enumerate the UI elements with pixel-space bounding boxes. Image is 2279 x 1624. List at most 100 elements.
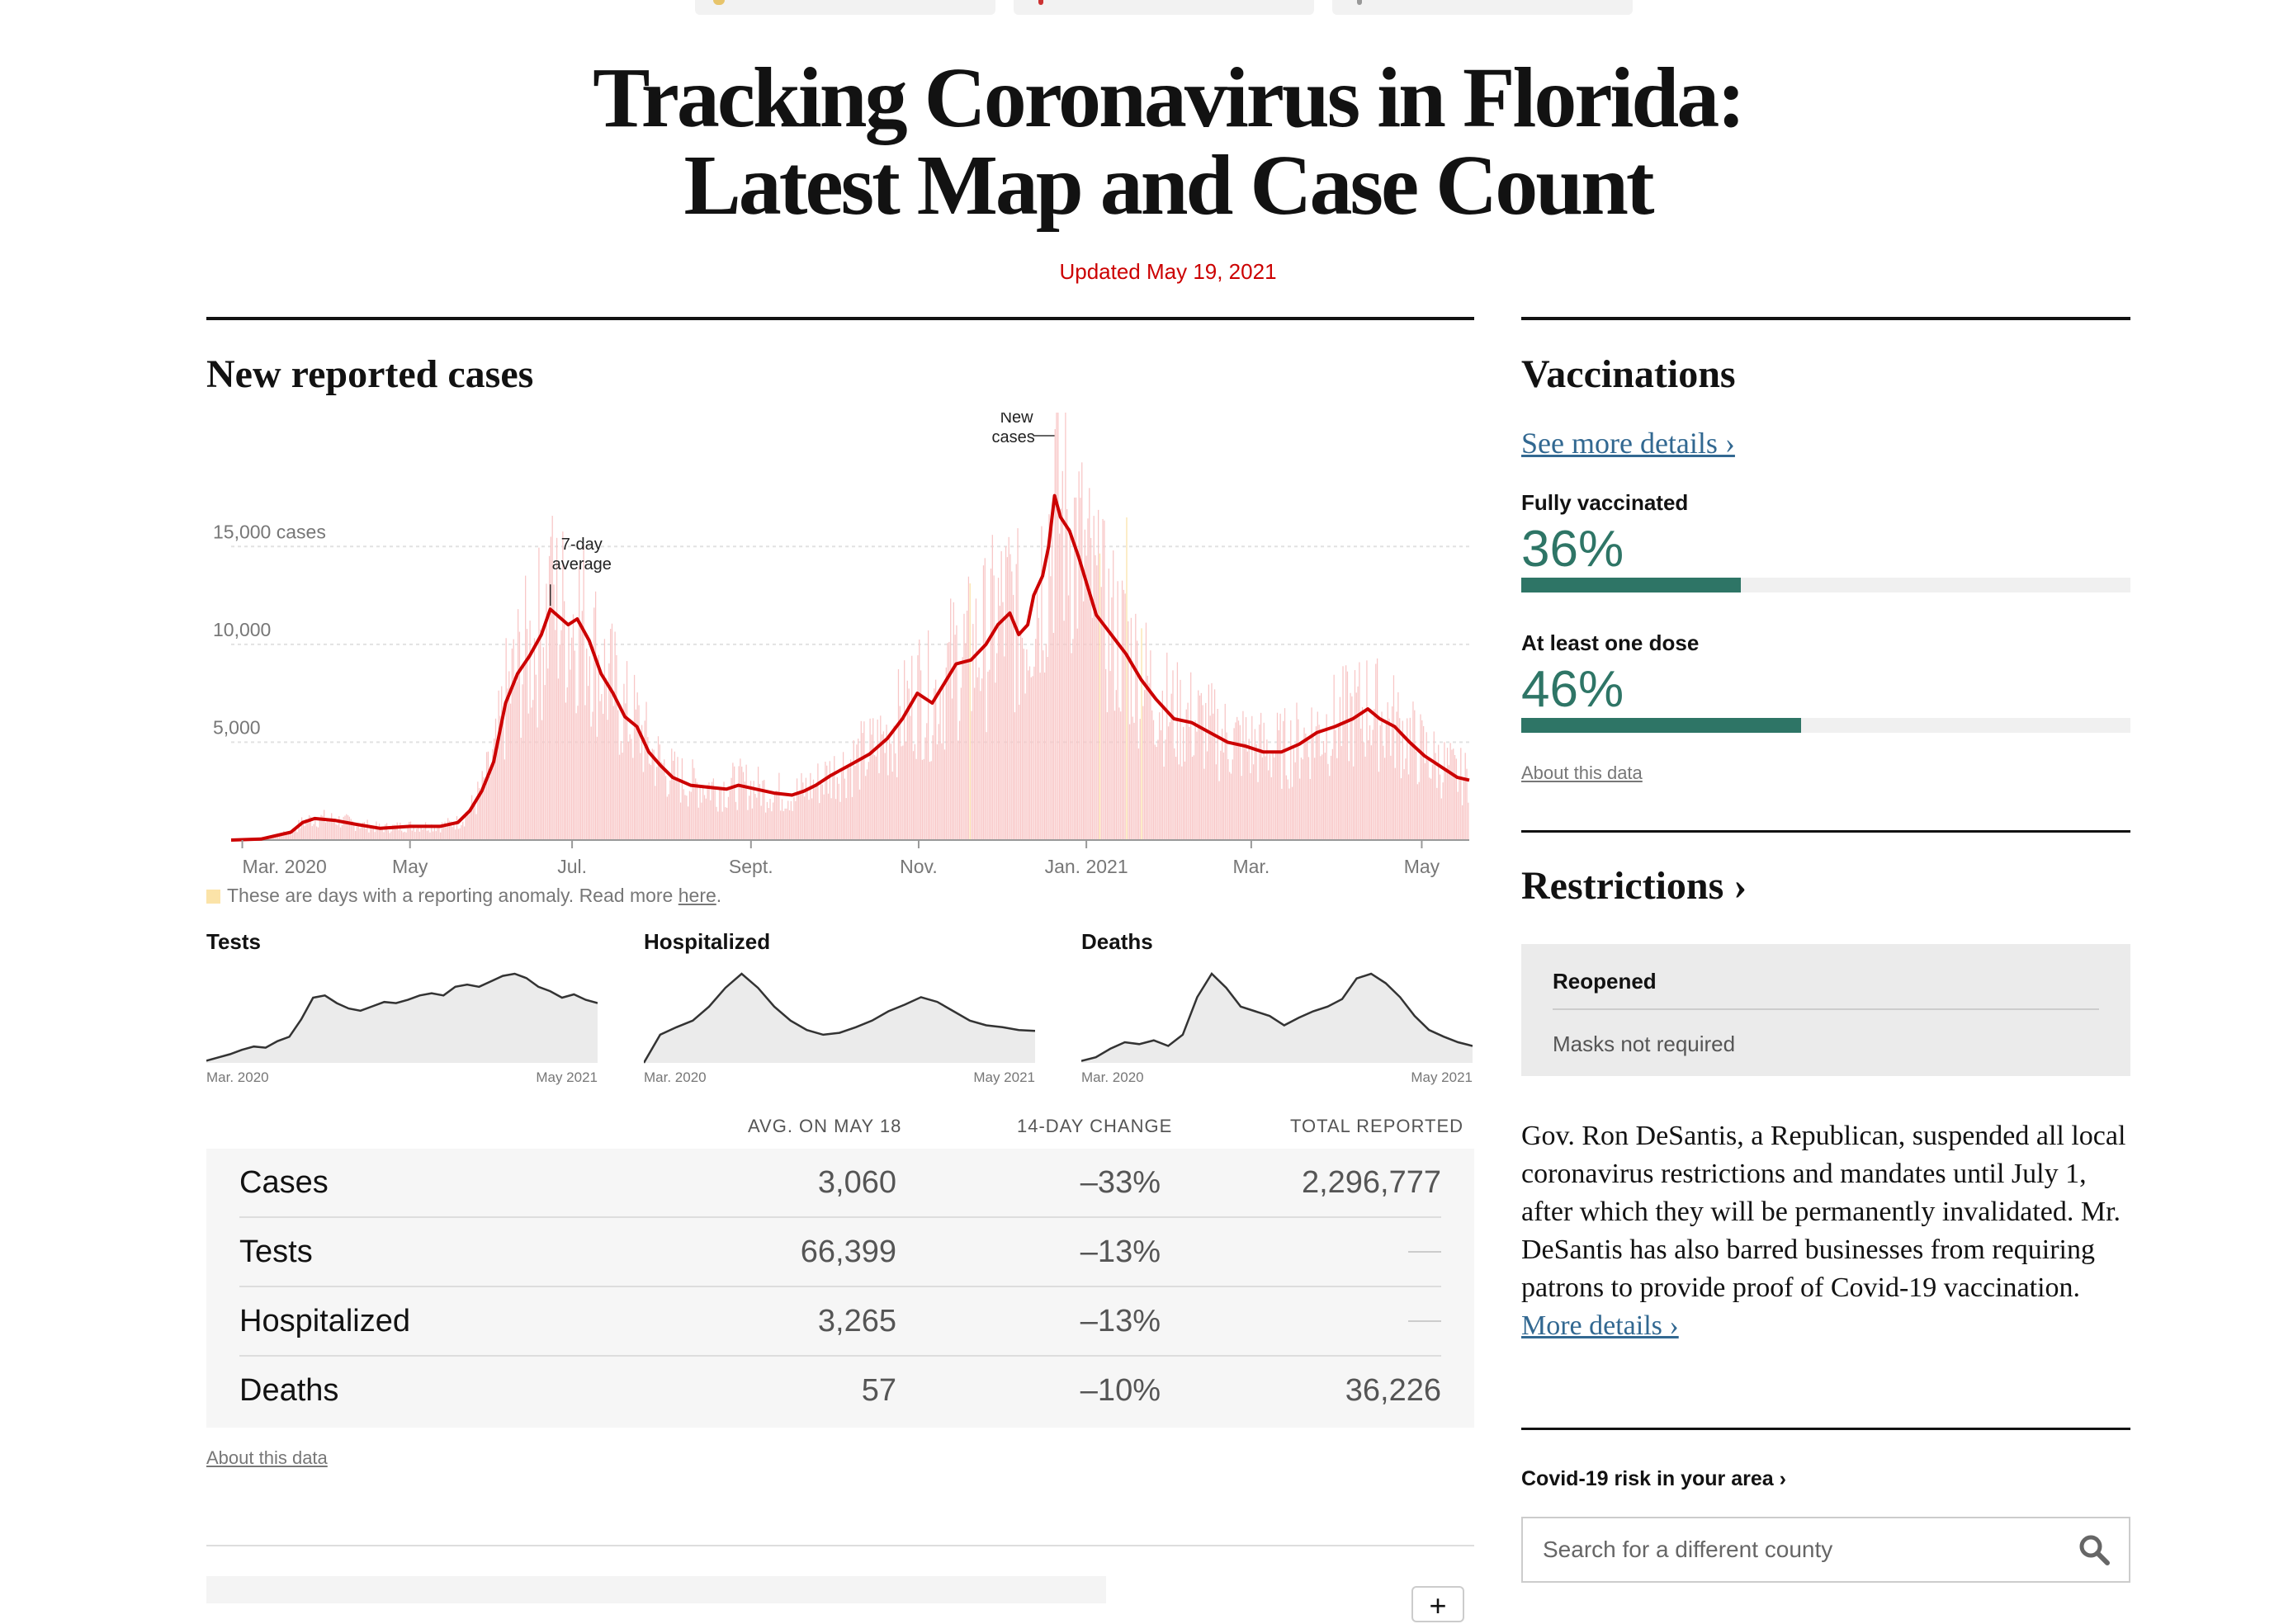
daily-case-bar [1107, 712, 1108, 840]
daily-case-bar [568, 622, 569, 840]
annotation-new-label: New [1000, 413, 1034, 427]
daily-case-bar [835, 799, 836, 840]
daily-case-bar [680, 803, 681, 840]
nav-pill[interactable] [1332, 0, 1633, 15]
table-row: Deaths 57 –10% 36,226 [239, 1357, 1441, 1424]
daily-case-bar [737, 810, 738, 840]
daily-case-bar [811, 798, 812, 840]
county-search[interactable] [1521, 1517, 2130, 1583]
daily-case-bar [428, 830, 429, 840]
daily-case-bar [1303, 728, 1304, 840]
masks-status: Masks not required [1553, 1032, 1735, 1057]
daily-case-bar [414, 832, 415, 840]
daily-case-bar [1024, 693, 1025, 840]
daily-case-bar [361, 826, 362, 840]
daily-case-bar [560, 630, 561, 840]
daily-case-bar [1316, 726, 1317, 840]
daily-case-bar [665, 776, 666, 840]
row-change: –33% [1080, 1165, 1161, 1201]
daily-case-bar [327, 820, 328, 840]
daily-case-bar [1181, 767, 1182, 840]
county-map[interactable] [206, 1576, 1106, 1603]
daily-case-bar [1312, 734, 1313, 840]
county-search-input[interactable] [1541, 1530, 2073, 1570]
daily-case-bar [962, 657, 963, 840]
daily-case-bar [1320, 756, 1321, 840]
daily-case-bar [863, 721, 864, 840]
daily-case-bar [719, 788, 720, 840]
daily-case-bar [878, 773, 879, 840]
daily-case-bar [798, 794, 799, 840]
daily-case-bar [567, 687, 568, 840]
daily-case-bar [902, 746, 903, 840]
daily-case-bar [662, 763, 663, 840]
daily-case-bar [1463, 780, 1464, 840]
page-title-line2: Latest Map and Case Count [0, 142, 2279, 229]
daily-case-bar [390, 832, 391, 840]
daily-case-bar [1380, 725, 1381, 840]
daily-case-bar [331, 813, 332, 840]
daily-case-bar [616, 655, 617, 840]
daily-case-bar [1250, 773, 1251, 840]
risk-area-link[interactable]: Covid-19 risk in your area › [1521, 1467, 1786, 1491]
fully-vaccinated-pct: 36% [1521, 520, 1624, 578]
daily-case-bar [1373, 729, 1374, 840]
daily-case-bar [983, 565, 984, 840]
daily-case-bar [555, 630, 556, 840]
daily-case-bar [359, 829, 360, 840]
more-details-link[interactable]: More details › [1521, 1310, 1679, 1341]
daily-case-bar [1129, 725, 1130, 840]
daily-case-bar [604, 639, 605, 840]
daily-case-bar [297, 832, 298, 840]
daily-case-bar [862, 733, 863, 840]
daily-case-bar [523, 666, 524, 840]
daily-case-bar [707, 785, 708, 840]
daily-case-bar [1011, 571, 1012, 840]
daily-case-bar [693, 768, 694, 840]
daily-case-bar [1384, 758, 1385, 840]
daily-case-bar [892, 772, 893, 840]
daily-case-bar [1426, 732, 1427, 840]
daily-case-bar [1192, 757, 1193, 840]
daily-case-bar [1203, 769, 1204, 840]
daily-case-bar [1133, 723, 1134, 840]
nav-pill[interactable] [1014, 0, 1314, 15]
search-icon[interactable] [2078, 1533, 2111, 1566]
fully-vaccinated-fill [1521, 578, 1741, 592]
daily-case-bar [965, 643, 966, 840]
daily-case-bar [846, 798, 847, 840]
row-name: Deaths [239, 1373, 338, 1409]
anomaly-here-link[interactable]: here [678, 885, 716, 906]
daily-case-bar [588, 686, 589, 840]
daily-case-bar [1260, 713, 1261, 840]
table-header-avg: AVG. ON MAY 18 [748, 1116, 901, 1137]
table-header-total: TOTAL REPORTED [1290, 1116, 1463, 1137]
daily-case-bar [617, 710, 618, 840]
daily-case-bar [1344, 722, 1345, 840]
x-tick-label: Sept. [729, 856, 773, 877]
daily-case-bar [1004, 656, 1005, 840]
daily-case-bar [795, 801, 796, 840]
vaccine-about-data-link[interactable]: About this data [1521, 762, 1643, 784]
about-data-link[interactable]: About this data [206, 1447, 328, 1469]
daily-case-bar [726, 808, 727, 840]
vaccination-details-link[interactable]: See more details › [1521, 426, 1735, 460]
daily-case-bar [787, 800, 788, 840]
daily-case-bar [1164, 767, 1165, 840]
daily-case-bar [1151, 710, 1152, 840]
daily-case-bar [541, 720, 542, 840]
mini-chart-tests: Tests Mar. 2020 May 2021 [206, 929, 598, 955]
anomaly-bar [1126, 517, 1127, 840]
daily-case-bar [462, 822, 463, 840]
daily-case-bar [1020, 634, 1021, 840]
daily-case-bar [935, 680, 936, 840]
mini-chart-start-label: Mar. 2020 [206, 1069, 269, 1086]
nav-pill[interactable] [695, 0, 995, 15]
daily-case-bar [867, 769, 868, 840]
daily-case-bar [1290, 720, 1291, 840]
daily-case-bar [971, 711, 972, 840]
restrictions-title-link[interactable]: Restrictions › [1521, 863, 1747, 909]
restrictions-paragraph-text: Gov. Ron DeSantis, a Republican, suspend… [1521, 1121, 2125, 1303]
zoom-in-button[interactable]: + [1411, 1586, 1464, 1622]
daily-case-bar [358, 826, 359, 840]
